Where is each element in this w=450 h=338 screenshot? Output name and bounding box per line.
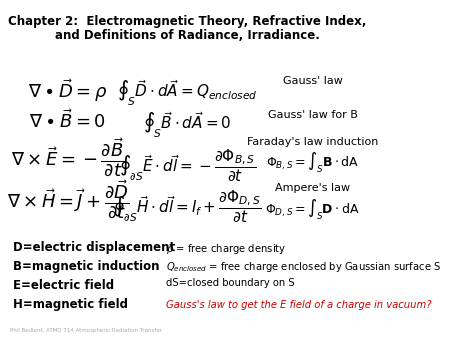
- Text: Gauss' law for B: Gauss' law for B: [268, 111, 357, 120]
- Text: $\oint_{\partial S} \vec{H} \cdot d\vec{l} = I_f + \dfrac{\partial \Phi_{D,S}}{\: $\oint_{\partial S} \vec{H} \cdot d\vec{…: [113, 188, 262, 225]
- Text: Phil Bedient, ATMO 714 Atmospheric Radiation Transfer: Phil Bedient, ATMO 714 Atmospheric Radia…: [10, 328, 162, 333]
- Text: $\nabla \bullet \vec{D} = \rho$: $\nabla \bullet \vec{D} = \rho$: [28, 77, 108, 104]
- Text: E=electric field: E=electric field: [14, 279, 115, 292]
- Text: $\nabla \times \vec{E} = -\dfrac{\partial \vec{B}}{\partial t}$: $\nabla \times \vec{E} = -\dfrac{\partia…: [11, 137, 125, 178]
- Text: $\nabla \bullet \vec{B} = 0$: $\nabla \bullet \vec{B} = 0$: [29, 109, 106, 132]
- Text: $\oint_{S} \vec{B} \cdot d\vec{A} = 0$: $\oint_{S} \vec{B} \cdot d\vec{A} = 0$: [143, 110, 232, 140]
- Text: B=magnetic induction: B=magnetic induction: [14, 260, 160, 273]
- Text: H=magnetic field: H=magnetic field: [14, 298, 128, 311]
- Text: $\Phi_{D,S} = \int_{S} \mathbf{D} \cdot \mathrm{dA}$: $\Phi_{D,S} = \int_{S} \mathbf{D} \cdot …: [266, 197, 360, 222]
- Text: Ampere's law: Ampere's law: [275, 184, 350, 193]
- Text: Chapter 2:  Electromagnetic Theory, Refractive Index,: Chapter 2: Electromagnetic Theory, Refra…: [8, 15, 367, 28]
- Text: Faraday's law induction: Faraday's law induction: [247, 137, 378, 147]
- Text: and Definitions of Radiance, Irradiance.: and Definitions of Radiance, Irradiance.: [55, 29, 320, 42]
- Text: $\oint_{S} \vec{D} \cdot d\vec{A} = Q_{enclosed}$: $\oint_{S} \vec{D} \cdot d\vec{A} = Q_{e…: [117, 79, 258, 108]
- Text: Gauss's law to get the E field of a charge in vacuum?: Gauss's law to get the E field of a char…: [166, 300, 431, 310]
- Text: $\nabla \times \vec{H} = \vec{J} + \dfrac{\partial \vec{D}}{\partial t}$: $\nabla \times \vec{H} = \vec{J} + \dfra…: [7, 178, 129, 220]
- Text: $\oint_{\partial S} \vec{E} \cdot d\vec{l} = -\dfrac{\partial \Phi_{B,S}}{\parti: $\oint_{\partial S} \vec{E} \cdot d\vec{…: [119, 147, 256, 184]
- Text: D=electric displacement: D=electric displacement: [14, 241, 176, 254]
- Text: Gauss' law: Gauss' law: [283, 76, 342, 86]
- Text: $Q_{enclosed}$ = free charge enclosed by Gaussian surface S: $Q_{enclosed}$ = free charge enclosed by…: [166, 260, 441, 274]
- Text: $\rho$ = free charge density: $\rho$ = free charge density: [166, 242, 286, 256]
- Text: dS=closed boundary on S: dS=closed boundary on S: [166, 277, 294, 288]
- Text: $\Phi_{B,S} = \int_{S} \mathbf{B} \cdot \mathrm{dA}$: $\Phi_{B,S} = \int_{S} \mathbf{B} \cdot …: [266, 150, 359, 175]
